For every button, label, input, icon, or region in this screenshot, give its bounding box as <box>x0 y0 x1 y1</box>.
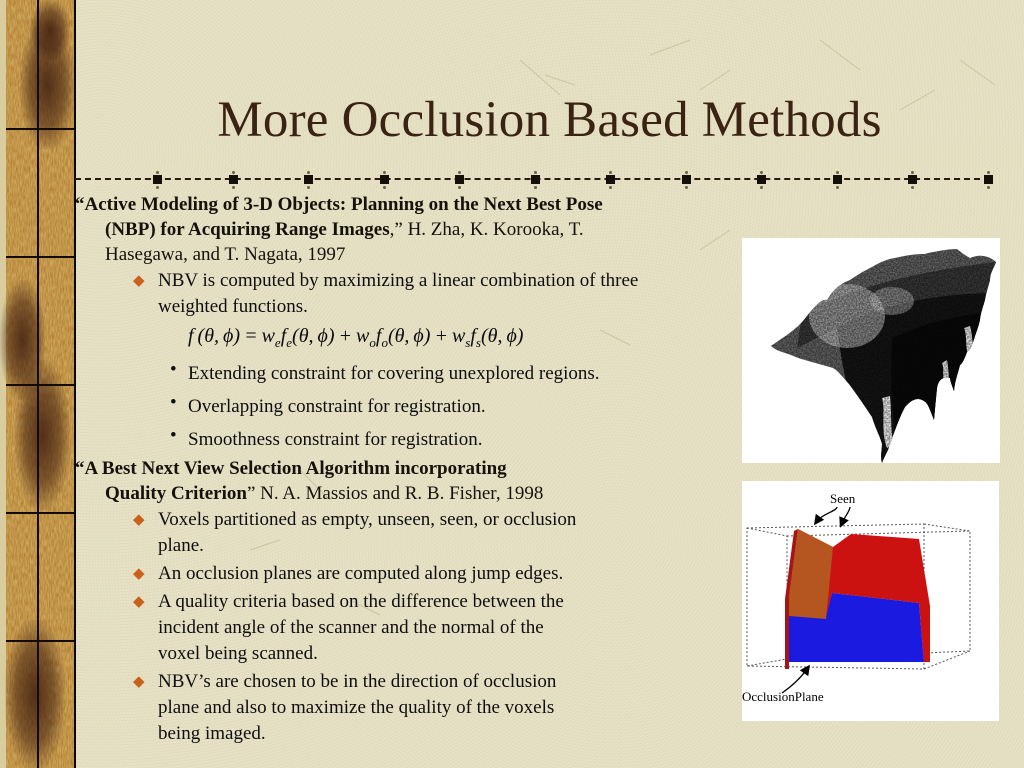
svg-text:OcclusionPlane: OcclusionPlane <box>742 689 824 704</box>
svg-text:Seen: Seen <box>830 491 856 506</box>
